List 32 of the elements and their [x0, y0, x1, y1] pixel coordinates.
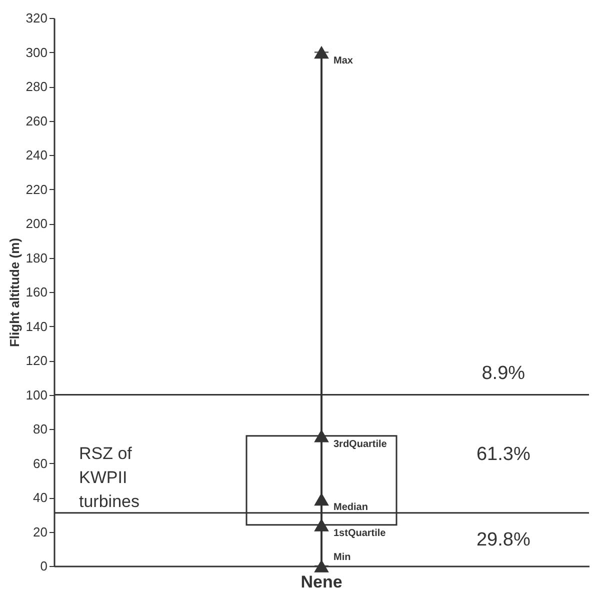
annotation: 1stQuartile: [334, 528, 386, 539]
y-tick-label: 140: [26, 318, 48, 334]
point: [314, 560, 329, 572]
y-tick-label: 100: [26, 387, 48, 402]
y-tick-label: 260: [26, 113, 48, 128]
annotation: 8.9%: [482, 362, 526, 384]
annotation: RSZ of KWPII turbines: [79, 444, 140, 511]
y-tick-label: 120: [26, 353, 48, 368]
y-tick-label: 60: [33, 456, 48, 471]
y-axis-title: Flight altitude (m): [6, 238, 22, 348]
y-tick-label: 280: [26, 79, 48, 94]
y-tick-label: 300: [26, 44, 48, 60]
y-tick-label: 40: [33, 490, 48, 505]
annotation: 3rdQuartile: [334, 438, 388, 450]
annotation: Max: [334, 55, 354, 66]
annotation: 61.3%: [476, 444, 530, 465]
y-tick-label: 240: [26, 148, 48, 162]
point: [314, 429, 329, 442]
y-tick-label: 200: [26, 216, 48, 231]
y-tick-label: 160: [26, 284, 48, 300]
y-tick-label: 320: [26, 10, 48, 26]
y-tick-label: 180: [26, 250, 48, 266]
x-tick-label: Nene: [300, 572, 342, 592]
annotation: 29.8%: [476, 529, 530, 550]
point: [314, 518, 329, 532]
annotation: Min: [334, 552, 351, 563]
point: [314, 46, 329, 59]
y-tick-label: 20: [33, 524, 48, 540]
y-tick-label: 0: [40, 558, 48, 574]
y-tick-label: 80: [33, 422, 48, 436]
y-tick-label: 220: [26, 182, 48, 197]
annotation: Median: [334, 502, 368, 514]
